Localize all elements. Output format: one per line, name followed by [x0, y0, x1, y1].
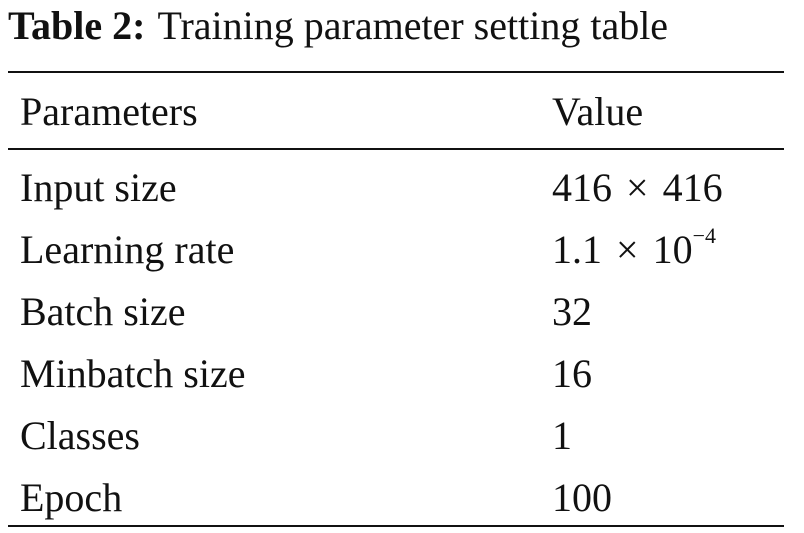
table-row: Learning rate 1.1 × 10−4 [0, 219, 804, 281]
table-header-row: Parameters Value [0, 81, 804, 143]
header-parameters: Parameters [20, 89, 198, 134]
parameter-cell: Classes [20, 413, 140, 458]
value-rest: 10 [652, 227, 693, 272]
value-cell: 32 [552, 289, 592, 334]
table-row: Batch size 32 [0, 281, 804, 343]
value-cell: 1.1 × 10−4 [552, 219, 716, 281]
value-cell: 416 × 416 [552, 157, 723, 219]
parameter-cell: Minbatch size [20, 351, 246, 396]
times-symbol: × [626, 165, 649, 210]
times-symbol: × [616, 227, 639, 272]
parameter-cell: Epoch [20, 475, 123, 520]
value-exponent: −4 [692, 222, 716, 248]
value-base: 1.1 [552, 227, 602, 272]
table-bottom-rule [8, 525, 784, 527]
parameter-cell: Learning rate [20, 227, 235, 272]
parameter-cell: Batch size [20, 289, 186, 334]
value-cell: 1 [552, 413, 572, 458]
parameter-cell: Input size [20, 165, 177, 210]
value-cell: 16 [552, 351, 592, 396]
table-caption: Table 2: Training parameter setting table [8, 2, 668, 50]
table-row: Input size 416 × 416 [0, 157, 804, 219]
table-caption-label: Table 2: [8, 3, 146, 48]
table-header-rule [8, 148, 784, 150]
table-caption-text: Training parameter setting table [157, 3, 669, 48]
value-base: 416 [552, 165, 612, 210]
table-row: Minbatch size 16 [0, 343, 804, 405]
table-top-rule [8, 71, 784, 73]
table-row: Classes 1 [0, 405, 804, 467]
value-cell: 100 [552, 475, 612, 520]
table-row: Epoch 100 [0, 467, 804, 529]
header-value: Value [552, 89, 644, 134]
value-rest: 416 [662, 165, 723, 210]
